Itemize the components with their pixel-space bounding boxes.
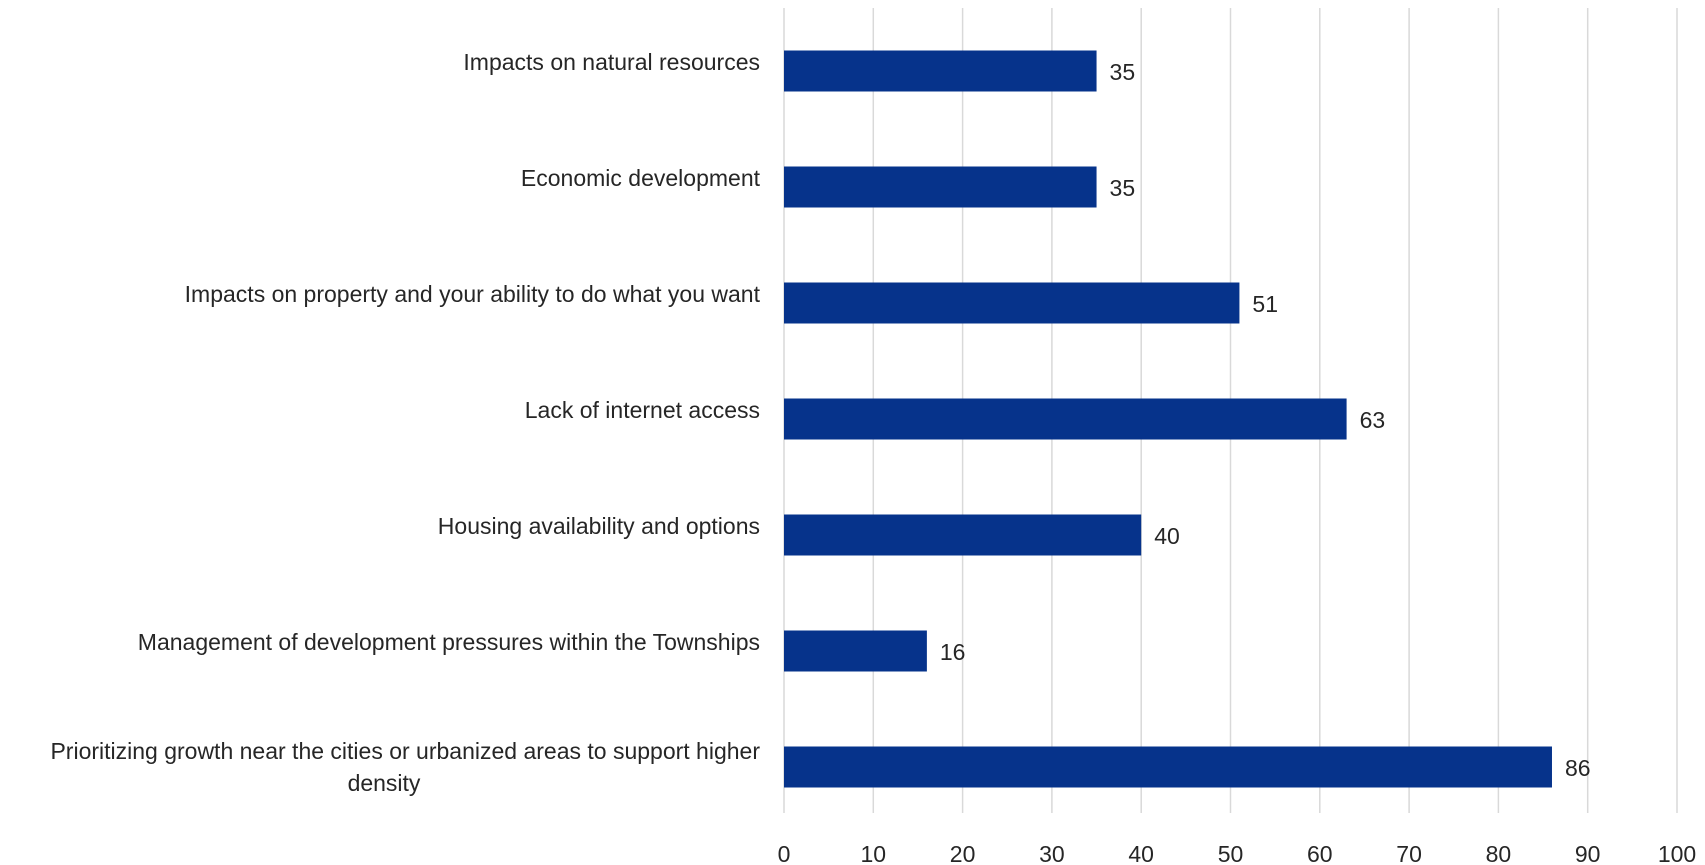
bar-1 (784, 50, 1097, 92)
bars (784, 50, 1552, 788)
x-tick-label-30: 30 (1039, 841, 1065, 865)
category-label-5: Housing availability and options (438, 513, 760, 539)
data-label-3: 51 (1252, 291, 1278, 317)
x-tick-label-60: 60 (1307, 841, 1333, 865)
x-tick-label-90: 90 (1575, 841, 1601, 865)
bar-4 (784, 398, 1347, 440)
x-axis-tick-labels: 0 10 20 30 40 50 60 70 80 90 100 (778, 841, 1697, 865)
data-label-1: 35 (1110, 59, 1136, 85)
bar-3 (784, 282, 1240, 324)
data-label-5: 40 (1154, 523, 1180, 549)
bar-5 (784, 514, 1142, 556)
x-tick-label-0: 0 (778, 841, 791, 865)
category-label-3: Impacts on property and your ability to … (185, 281, 761, 307)
x-tick-label-20: 20 (950, 841, 976, 865)
x-tick-label-40: 40 (1128, 841, 1154, 865)
x-tick-label-50: 50 (1218, 841, 1244, 865)
x-tick-label-70: 70 (1396, 841, 1422, 865)
x-tick-label-80: 80 (1486, 841, 1512, 865)
x-tick-label-100: 100 (1658, 841, 1696, 865)
bar-7 (784, 746, 1552, 788)
x-tick-label-10: 10 (861, 841, 887, 865)
data-label-6: 16 (940, 639, 966, 665)
data-label-7: 86 (1565, 755, 1591, 781)
category-labels: Impacts on natural resources Economic dev… (50, 49, 760, 796)
category-label-line-2: density (348, 770, 421, 796)
data-labels: 35 35 51 63 40 16 86 (940, 59, 1591, 781)
category-label-7: Prioritizing growth near the cities or u… (50, 738, 760, 796)
bar-6 (784, 630, 927, 672)
category-label-1: Impacts on natural resources (463, 49, 760, 75)
bar-2 (784, 166, 1097, 208)
data-label-2: 35 (1110, 175, 1136, 201)
category-label-line-1: Prioritizing growth near the cities or u… (50, 738, 760, 764)
category-label-2: Economic development (521, 165, 761, 191)
category-label-6: Management of development pressures with… (138, 629, 760, 655)
category-label-4: Lack of internet access (525, 397, 760, 423)
data-label-4: 63 (1360, 407, 1386, 433)
